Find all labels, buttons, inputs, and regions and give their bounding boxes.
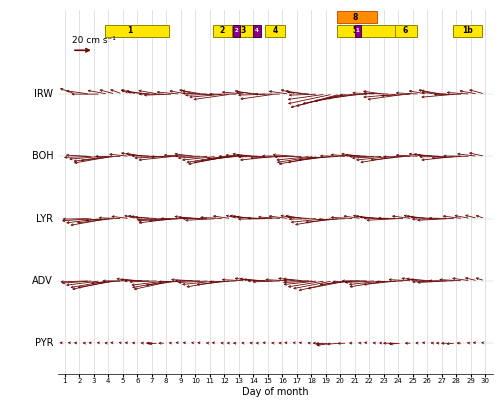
Bar bbox=[355, 25, 360, 37]
Bar bbox=[233, 25, 240, 37]
Text: BOH: BOH bbox=[32, 151, 53, 162]
Text: IRW: IRW bbox=[34, 89, 53, 99]
Bar bbox=[396, 25, 417, 37]
Text: PYR: PYR bbox=[34, 338, 53, 348]
Bar bbox=[232, 25, 258, 37]
Text: 3: 3 bbox=[240, 26, 246, 35]
Bar bbox=[265, 25, 285, 37]
X-axis label: Day of month: Day of month bbox=[242, 387, 308, 397]
Text: ADV: ADV bbox=[32, 276, 53, 286]
Text: 20 cm s⁻¹: 20 cm s⁻¹ bbox=[72, 36, 116, 45]
Bar bbox=[338, 25, 396, 37]
Text: 4: 4 bbox=[272, 26, 278, 35]
Text: 1: 1 bbox=[356, 28, 360, 33]
Text: 8: 8 bbox=[352, 13, 358, 22]
Text: 1b: 1b bbox=[462, 26, 473, 35]
Text: 2: 2 bbox=[220, 26, 224, 35]
Text: 2: 2 bbox=[234, 28, 238, 33]
Text: LYR: LYR bbox=[36, 213, 53, 224]
Bar bbox=[212, 25, 232, 37]
Bar bbox=[338, 11, 376, 23]
Text: 5: 5 bbox=[352, 26, 358, 35]
Text: 1: 1 bbox=[128, 26, 132, 35]
Text: 6: 6 bbox=[403, 26, 408, 35]
Bar bbox=[106, 25, 169, 37]
Bar bbox=[254, 25, 260, 37]
Bar bbox=[454, 25, 482, 37]
Text: 4: 4 bbox=[255, 28, 259, 33]
